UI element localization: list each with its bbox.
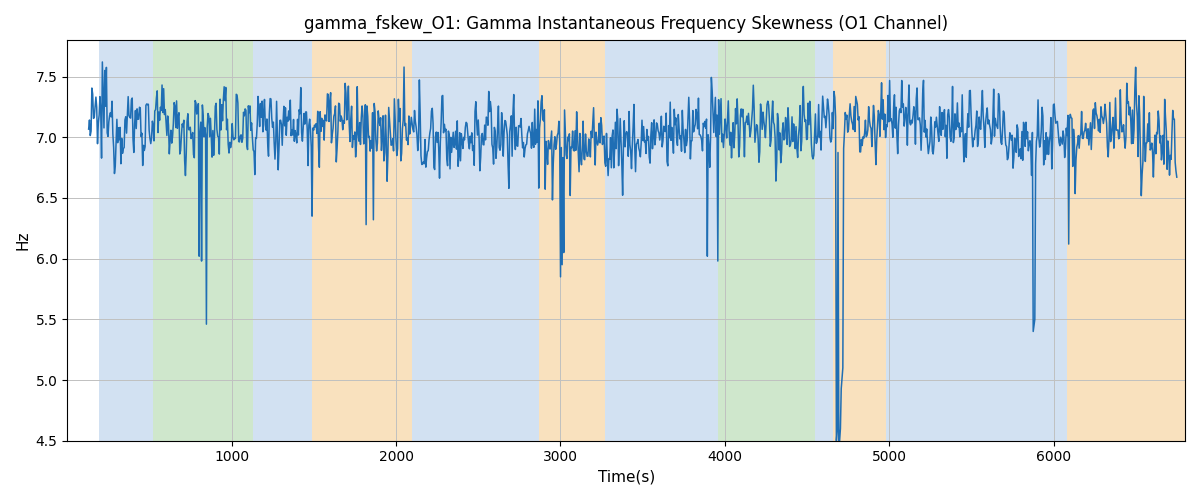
Bar [605, 40, 703, 440]
Bar [253, 40, 312, 440]
X-axis label: Time(s): Time(s) [598, 470, 655, 485]
Bar [703, 40, 718, 440]
Bar [833, 40, 886, 440]
Y-axis label: Hz: Hz [16, 230, 30, 250]
Bar [718, 40, 815, 440]
Bar [886, 40, 1046, 440]
Bar [152, 40, 253, 440]
Bar [312, 40, 413, 440]
Bar [413, 40, 539, 440]
Bar [539, 40, 605, 440]
Bar [1067, 40, 1184, 440]
Bar [100, 40, 152, 440]
Title: gamma_fskew_O1: Gamma Instantaneous Frequency Skewness (O1 Channel): gamma_fskew_O1: Gamma Instantaneous Freq… [304, 15, 948, 34]
Bar [1046, 40, 1067, 440]
Bar [815, 40, 833, 440]
